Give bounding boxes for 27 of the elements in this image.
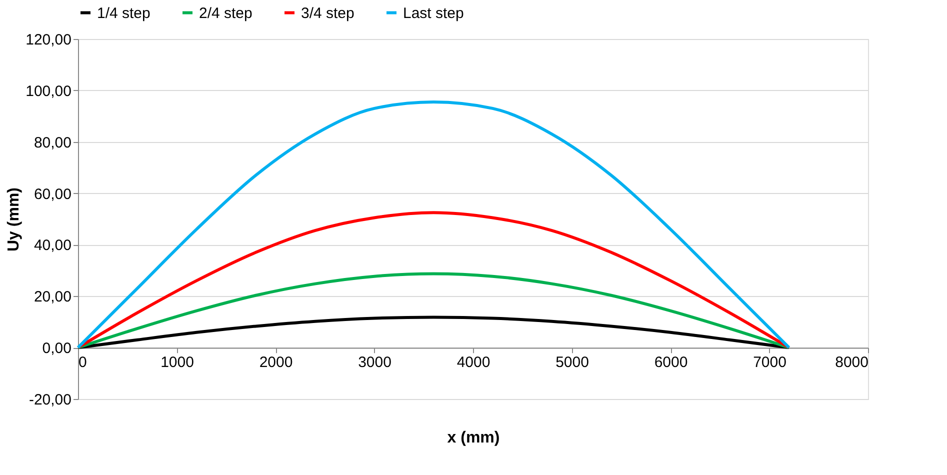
x-tick-label: 2000	[259, 354, 293, 372]
x-tick-label: 8000	[835, 354, 868, 372]
y-axis-title: Uy (mm)	[6, 187, 23, 252]
line-series	[76, 272, 790, 350]
y-tick-label: 0,00	[42, 340, 72, 358]
y-tick-label: 120,00	[26, 32, 72, 48]
x-tick-label: 1000	[160, 354, 194, 372]
x-tick-label: 7000	[753, 354, 786, 372]
x-axis-title: x (mm)	[447, 430, 500, 446]
legend-label: 3/4 step	[301, 4, 354, 22]
legend-label: 2/4 step	[199, 4, 252, 22]
line-series	[76, 316, 790, 350]
y-tick-label: 100,00	[26, 82, 72, 100]
x-tick-label: 4000	[456, 354, 490, 372]
x-tick-label: 5000	[556, 354, 589, 372]
x-tick-label: 6000	[654, 354, 688, 372]
y-tick-label: 40,00	[34, 237, 72, 254]
legend-label: Last step	[403, 4, 464, 22]
legend-label: 1/4 step	[97, 4, 150, 22]
y-tick-label: 80,00	[34, 134, 72, 152]
line-series	[76, 211, 790, 350]
y-tick-label: 60,00	[34, 186, 72, 203]
x-tick-label: 3000	[358, 354, 392, 372]
y-tick-label: -20,00	[28, 392, 72, 408]
y-tick-label: 20,00	[34, 288, 72, 306]
line-series	[76, 100, 790, 350]
x-tick-label: 0	[78, 354, 87, 372]
